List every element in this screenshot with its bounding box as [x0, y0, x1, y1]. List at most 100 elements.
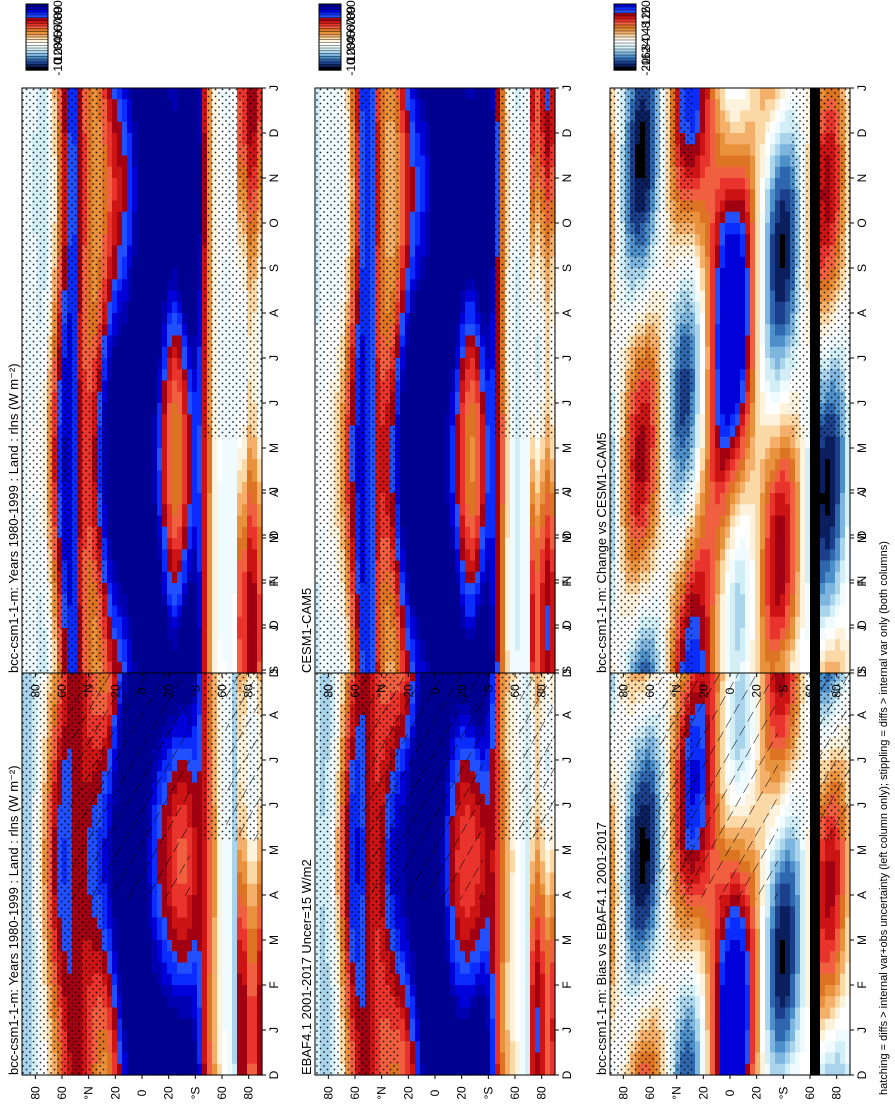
- heatmap-cell: [400, 918, 406, 930]
- heatmap-cell: [415, 963, 421, 975]
- heatmap-cell: [465, 1030, 471, 1042]
- heatmap-cell: [490, 783, 496, 795]
- heatmap-cell: [450, 951, 456, 963]
- heatmap-cell: [500, 884, 506, 896]
- heatmap-cell: [485, 816, 491, 828]
- heatmap-cell: [252, 850, 258, 862]
- heatmap-cell: [117, 974, 123, 986]
- heatmap-cell: [435, 1008, 441, 1020]
- heatmap-cell: [430, 940, 436, 952]
- heatmap-cell: [182, 929, 188, 941]
- heatmap-cell: [430, 951, 436, 963]
- heatmap-cell: [232, 884, 238, 896]
- heatmap-cell: [435, 974, 441, 986]
- heatmap-cell: [182, 1019, 188, 1031]
- heatmap-cell: [465, 996, 471, 1008]
- heatmap-cell: [212, 985, 218, 997]
- heatmap-cell: [182, 940, 188, 952]
- heatmap-cell: [445, 1053, 451, 1065]
- heatmap-cell: [192, 704, 198, 716]
- heatmap-cell: [490, 918, 496, 930]
- heatmap-cell: [415, 918, 421, 930]
- heatmap-cell: [217, 974, 223, 986]
- heatmap-cell: [510, 1041, 516, 1053]
- heatmap-cell: [495, 951, 501, 963]
- heatmap-cell: [237, 1041, 243, 1053]
- heatmap-cell: [242, 963, 248, 975]
- heatmap-cell: [445, 940, 451, 952]
- heatmap-cell: [147, 996, 153, 1008]
- heatmap-cell: [197, 1041, 203, 1053]
- heatmap-cell: [530, 861, 536, 873]
- heatmap-cell: [455, 918, 461, 930]
- heatmap-cell: [510, 861, 516, 873]
- heatmap-cell: [172, 1064, 178, 1076]
- heatmap-cell: [132, 985, 138, 997]
- panel-title: bcc-csm1-1-m: Years 1980-1999 : Land : r…: [6, 765, 21, 1075]
- heatmap-cell: [192, 974, 198, 986]
- heatmap-cell: [520, 1019, 526, 1031]
- heatmap-cell: [157, 985, 163, 997]
- heatmap-cell: [490, 974, 496, 986]
- heatmap-cell: [147, 985, 153, 997]
- heatmap-cell: [247, 850, 253, 862]
- heatmap-cell: [420, 940, 426, 952]
- heatmap-cell: [162, 996, 168, 1008]
- heatmap-cell: [187, 1030, 193, 1042]
- heatmap-cell: [202, 895, 208, 907]
- heatmap-cell: [400, 951, 406, 963]
- heatmap-cell: [137, 906, 143, 918]
- heatmap-cell: [400, 1053, 406, 1065]
- month-tick-label: F: [267, 981, 281, 988]
- heatmap-cell: [520, 873, 526, 885]
- heatmap-cell: [505, 985, 511, 997]
- heatmap-cell: [127, 985, 133, 997]
- heatmap-cell: [420, 906, 426, 918]
- heatmap-cell: [227, 873, 233, 885]
- heatmap-cell: [490, 884, 496, 896]
- heatmap-cell: [152, 929, 158, 941]
- heatmap-cell: [242, 1019, 248, 1031]
- heatmap-cell: [400, 940, 406, 952]
- heatmap-cell: [227, 985, 233, 997]
- heatmap-cell: [470, 963, 476, 975]
- heatmap-cell: [410, 1053, 416, 1065]
- heatmap-cell: [217, 1053, 223, 1065]
- heatmap-cell: [247, 873, 253, 885]
- heatmap-cell: [465, 1008, 471, 1020]
- heatmap-cell: [410, 906, 416, 918]
- heatmap-cell: [147, 918, 153, 930]
- heatmap-cell: [460, 1030, 466, 1042]
- heatmap-cell: [247, 1008, 253, 1020]
- heatmap-cell: [405, 1064, 411, 1076]
- heatmap-cell: [495, 884, 501, 896]
- heatmap-cell: [440, 951, 446, 963]
- heatmap-cell: [445, 1019, 451, 1031]
- heatmap-cell: [495, 861, 501, 873]
- heatmap-cell: [112, 906, 118, 918]
- heatmap-cell: [107, 1030, 113, 1042]
- heatmap-cell: [117, 996, 123, 1008]
- heatmap-cell: [237, 985, 243, 997]
- heatmap-cell: [182, 974, 188, 986]
- heatmap-cell: [192, 816, 198, 828]
- heatmap-cell: [535, 1019, 541, 1031]
- heatmap-cell: [202, 1030, 208, 1042]
- heatmap-cell: [162, 1064, 168, 1076]
- heatmap-cell: [232, 1041, 238, 1053]
- heatmap-cell: [222, 985, 228, 997]
- heatmap-cell: [450, 1041, 456, 1053]
- heatmap-cell: [505, 850, 511, 862]
- heatmap-cell: [112, 1041, 118, 1053]
- heatmap-cell: [415, 1019, 421, 1031]
- heatmap-cell: [117, 1041, 123, 1053]
- heatmap-cell: [455, 985, 461, 997]
- heatmap-cell: [202, 873, 208, 885]
- heatmap-cell: [147, 1008, 153, 1020]
- heatmap-cell: [490, 771, 496, 783]
- heatmap-cell: [405, 1041, 411, 1053]
- heatmap-cell: [475, 963, 481, 975]
- heatmap-cell: [540, 895, 546, 907]
- heatmap-cell: [435, 985, 441, 997]
- heatmap-cell: [490, 996, 496, 1008]
